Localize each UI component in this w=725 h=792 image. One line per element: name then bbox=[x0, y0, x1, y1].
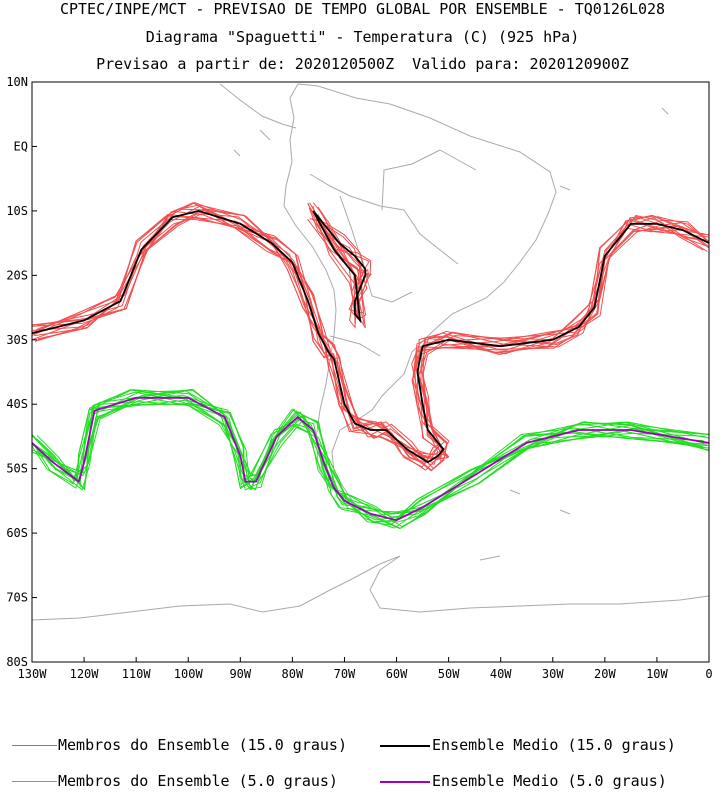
ensemble-means bbox=[32, 209, 709, 522]
x-tick-label: 40W bbox=[490, 667, 512, 681]
x-tick-label: 20W bbox=[594, 667, 616, 681]
x-tick-label: 80W bbox=[282, 667, 304, 681]
legend-label-mean-5: Ensemble Medio (5.0 graus) bbox=[432, 772, 667, 790]
ensemble-mean-line bbox=[32, 396, 709, 522]
country-borders bbox=[309, 149, 477, 357]
ensemble-mean-line bbox=[32, 209, 709, 464]
chart-title: CPTEC/INPE/MCT - PREVISAO DE TEMPO GLOBA… bbox=[59, 0, 666, 18]
legend-swatch-members-5 bbox=[12, 781, 57, 782]
x-tick-label: 30W bbox=[542, 667, 564, 681]
ensemble-member-line bbox=[309, 202, 368, 329]
ensemble-member-line bbox=[32, 396, 709, 517]
axes: 130W 120W 110W 100W 90W 80W 70W 60W 50W 40W 30W 20W… bbox=[6, 75, 712, 681]
ensemble-member-line bbox=[32, 208, 709, 456]
x-tick-label: 90W bbox=[229, 667, 251, 681]
legend-label-members-5: Membros do Ensemble (5.0 graus) bbox=[58, 772, 338, 790]
ensemble-member-line bbox=[32, 390, 709, 528]
ensemble-member-line bbox=[32, 214, 704, 465]
y-tick-label: 10N bbox=[6, 75, 28, 89]
ensemble-member-line bbox=[37, 402, 704, 515]
ensemble-member-line bbox=[32, 388, 708, 530]
ensemble-members bbox=[32, 202, 709, 530]
x-tick-label: 10W bbox=[646, 667, 668, 681]
plot-frame bbox=[31, 81, 710, 663]
x-tick-label: 110W bbox=[122, 667, 152, 681]
ensemble-mean-line bbox=[312, 210, 367, 324]
central-america-coastline bbox=[219, 83, 297, 157]
legend-label-mean-15: Ensemble Medio (15.0 graus) bbox=[432, 736, 676, 754]
ensemble-member-line bbox=[34, 210, 709, 458]
ensemble-member-line bbox=[32, 208, 709, 472]
y-tick-label: EQ bbox=[14, 139, 28, 153]
x-tick-label: 70W bbox=[334, 667, 356, 681]
y-tick-label: 30S bbox=[6, 333, 28, 347]
legend-label-members-15: Membros do Ensemble (15.0 graus) bbox=[58, 736, 347, 754]
legend-swatch-mean-5 bbox=[380, 781, 430, 783]
y-tick-label: 70S bbox=[6, 591, 28, 605]
ensemble-member-line bbox=[36, 202, 709, 468]
ensemble-member-line bbox=[34, 399, 709, 518]
legend-swatch-mean-15 bbox=[380, 745, 430, 747]
x-tick-label: 130W bbox=[18, 667, 48, 681]
x-tick-label: 0 bbox=[705, 667, 712, 681]
x-tick-label: 120W bbox=[70, 667, 100, 681]
antarctica-coastline bbox=[32, 555, 709, 621]
ensemble-member-line bbox=[32, 394, 709, 523]
y-tick-label: 50S bbox=[6, 462, 28, 476]
continent-outlines bbox=[32, 83, 709, 621]
y-tick-label: 60S bbox=[6, 526, 28, 540]
ensemble-member-line bbox=[37, 214, 709, 461]
y-tick-label: 10S bbox=[6, 204, 28, 218]
y-tick-label: 40S bbox=[6, 397, 28, 411]
legend-swatch-members-15 bbox=[12, 745, 57, 746]
ensemble-member-line bbox=[32, 389, 709, 523]
islands bbox=[479, 107, 669, 561]
chart-subtitle: Diagrama "Spaguetti" - Temperatura (C) (… bbox=[145, 28, 580, 46]
ensemble-member-line bbox=[311, 208, 372, 329]
chart-subtitle-2: Previsao a partir de: 2020120500Z Valido… bbox=[96, 55, 629, 73]
x-tick-label: 50W bbox=[438, 667, 460, 681]
ensemble-member-line bbox=[33, 401, 706, 513]
y-tick-label: 20S bbox=[6, 268, 28, 282]
x-tick-label: 100W bbox=[174, 667, 204, 681]
x-tick-label: 60W bbox=[386, 667, 408, 681]
y-tick-label: 80S bbox=[6, 655, 28, 669]
ensemble-member-line bbox=[32, 389, 709, 523]
south-america-coastline bbox=[283, 83, 557, 502]
